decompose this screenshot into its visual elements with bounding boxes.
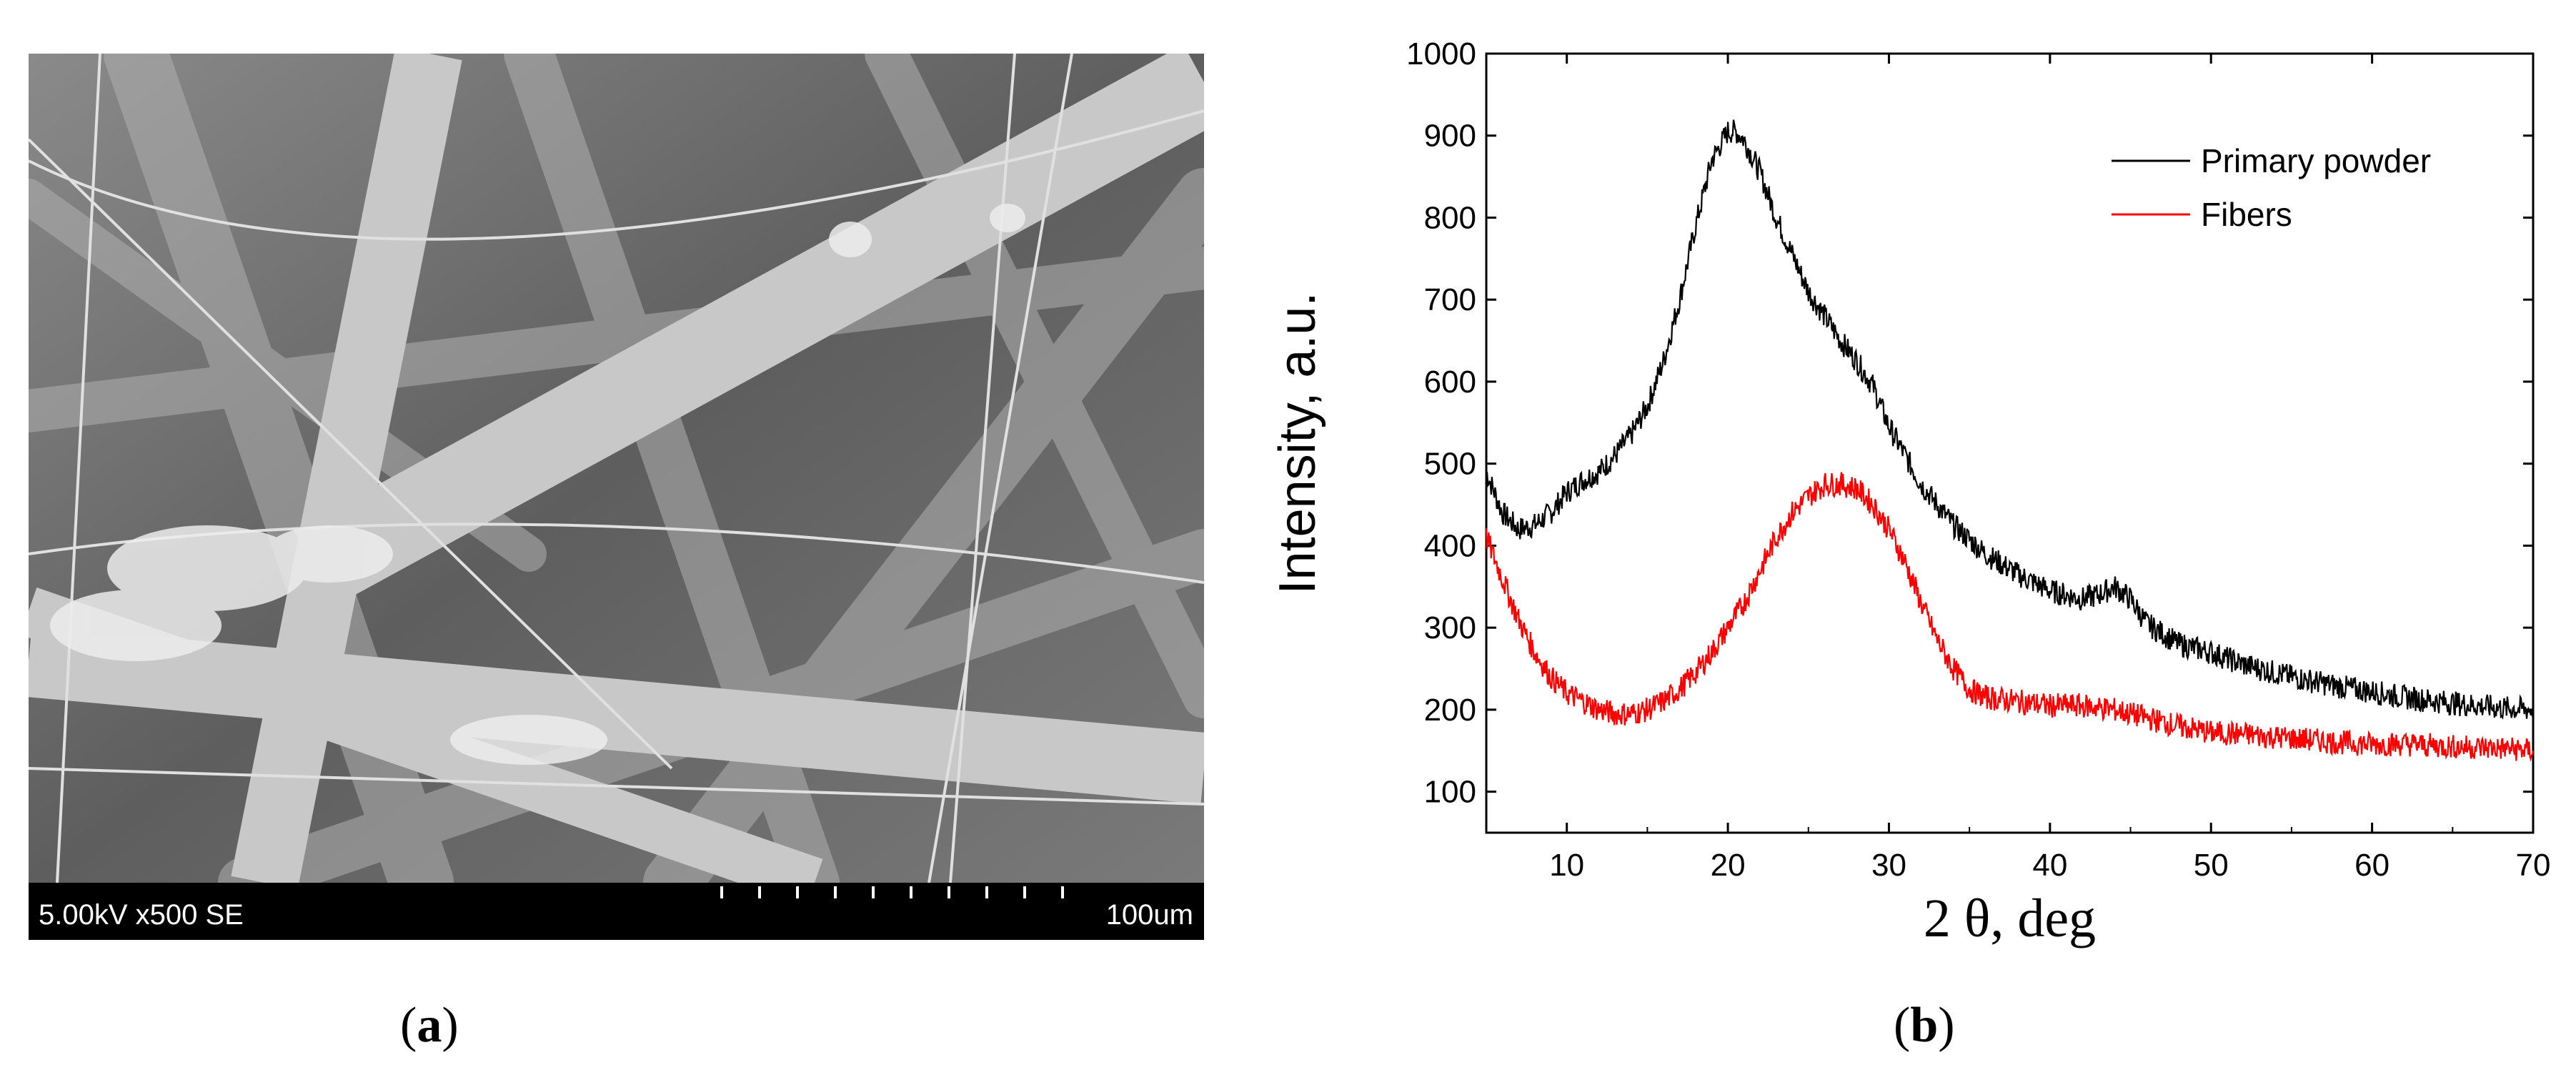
x-tick-label: 10	[1549, 848, 1584, 883]
series-line-primary-powder	[1486, 119, 2535, 720]
caption-a: (a)	[400, 998, 459, 1053]
sem-info-bar	[29, 883, 1204, 940]
y-tick-label: 400	[1424, 528, 1476, 563]
x-tick-label: 50	[2194, 848, 2229, 883]
legend-label: Fibers	[2201, 196, 2292, 233]
debris-particles	[50, 204, 1025, 765]
x-tick-label: 60	[2354, 848, 2389, 883]
sem-micrograph: 5.00kV x500 SE 100um	[29, 54, 1204, 940]
x-tick-label: 40	[2032, 848, 2067, 883]
y-tick-label: 600	[1424, 365, 1476, 400]
series-line-fibers	[1485, 472, 2535, 762]
sem-scale-label: 100um	[1106, 899, 1193, 931]
y-tick-label: 800	[1424, 200, 1476, 235]
sem-acquisition-info: 5.00kV x500 SE	[39, 899, 244, 931]
y-tick-label: 300	[1424, 610, 1476, 645]
y-tick-label: 500	[1424, 447, 1476, 482]
y-tick-label: 1000	[1406, 36, 1476, 71]
y-tick-label: 900	[1424, 119, 1476, 154]
x-tick-label: 30	[1871, 848, 1906, 883]
x-tick-label: 70	[2516, 848, 2551, 883]
scale-bar-ticks	[720, 886, 1064, 898]
y-tick-label: 700	[1424, 282, 1476, 317]
xrd-chart: 10 20 30 40 50 60 70 100 200 300 400 500 600 700 800 90…	[1269, 36, 2551, 948]
legend-label: Primary powder	[2201, 142, 2431, 179]
y-tick-label: 100	[1424, 775, 1476, 810]
y-axis-label: Intensity, a.u.	[1269, 292, 1326, 595]
plot-frame	[1485, 52, 2535, 834]
y-tick-label: 200	[1424, 693, 1476, 728]
x-tick-label: 20	[1711, 848, 1746, 883]
x-axis-label: 2 θ, deg	[1924, 888, 2096, 948]
caption-b: (b)	[1894, 998, 1955, 1053]
